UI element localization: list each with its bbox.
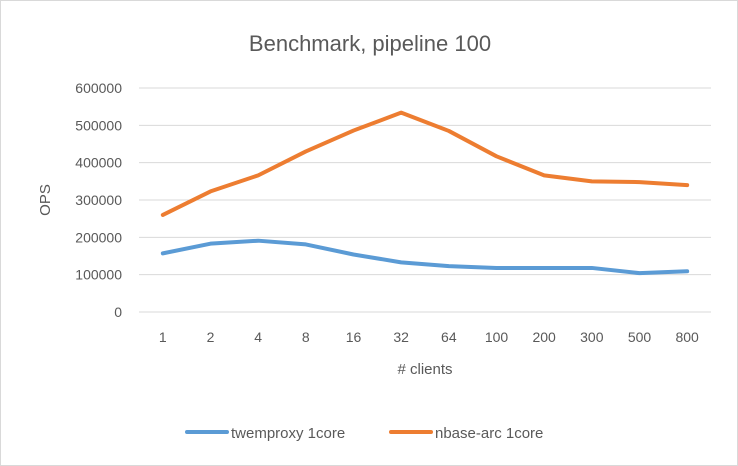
series-line-2 [160, 110, 690, 217]
y-tick-label: 0 [114, 304, 122, 320]
series-line-1 [160, 238, 690, 276]
x-tick-label: 200 [532, 329, 556, 345]
x-tick-label: 800 [675, 329, 699, 345]
y-tick-label: 500000 [75, 117, 122, 133]
y-tick-label: 600000 [75, 80, 122, 96]
y-tick-label: 300000 [75, 192, 122, 208]
gridlines [139, 87, 711, 313]
x-tick-label: 1 [159, 329, 167, 345]
x-axis-ticks: 1 2 4 8 16 32 64 100 200 300 500 800 [159, 329, 699, 345]
y-axis-ticks: 0 100000 200000 300000 400000 500000 600000 [75, 80, 122, 320]
y-tick-label: 400000 [75, 155, 122, 171]
x-tick-label: 64 [441, 329, 457, 345]
y-axis-label: OPS [37, 184, 54, 216]
legend-label: nbase-arc 1core [435, 425, 543, 442]
x-tick-label: 500 [628, 329, 652, 345]
legend-label: twemproxy 1core [231, 425, 345, 442]
x-tick-label: 2 [207, 329, 215, 345]
chart-title: Benchmark, pipeline 100 [249, 31, 491, 56]
x-tick-label: 16 [346, 329, 362, 345]
x-tick-label: 4 [254, 329, 262, 345]
x-tick-label: 300 [580, 329, 604, 345]
legend: twemproxy 1core nbase-arc 1core [185, 425, 543, 442]
x-axis-label: # clients [397, 361, 452, 378]
series-lines [160, 110, 690, 276]
y-tick-label: 200000 [75, 229, 122, 245]
y-tick-label: 100000 [75, 267, 122, 283]
x-tick-label: 32 [393, 329, 409, 345]
x-tick-label: 8 [302, 329, 310, 345]
x-tick-label: 100 [485, 329, 509, 345]
